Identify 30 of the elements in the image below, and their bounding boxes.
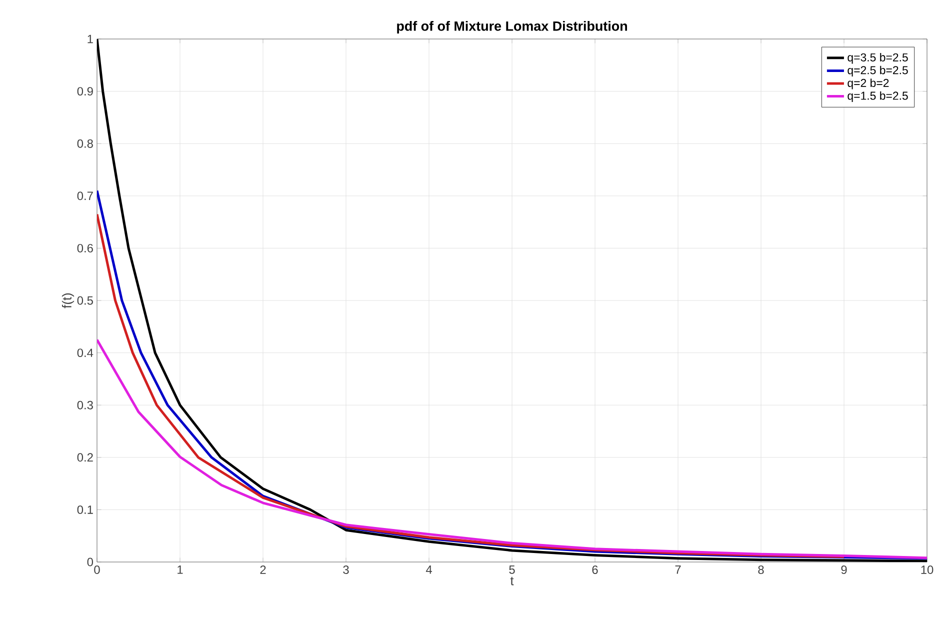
x-tick-label: 2	[260, 566, 266, 574]
x-tick-label: 7	[675, 566, 681, 574]
legend-label: q=2.5 b=2.5	[848, 66, 908, 76]
x-tick-label: 6	[592, 566, 598, 574]
x-tick-label: 10	[921, 566, 934, 574]
legend-label: q=3.5 b=2.5	[848, 53, 908, 64]
y-tick-label: 0.4	[77, 348, 94, 358]
y-tick-label: 0.5	[77, 296, 93, 305]
x-axis-title: t	[510, 576, 514, 586]
line-series	[97, 38, 928, 562]
y-tick-label: 0.7	[77, 192, 93, 200]
y-tick-label: 0.9	[77, 87, 93, 96]
x-tick-label: 0	[94, 566, 100, 574]
x-tick-label: 5	[509, 566, 515, 574]
x-tick-label: 3	[343, 566, 349, 574]
legend-label: q=2 b=2	[848, 78, 889, 90]
y-tick-label: 0	[87, 558, 94, 566]
x-tick-label: 4	[426, 566, 432, 574]
y-tick-label: 0.3	[77, 400, 93, 410]
chart-title: pdf of of Mixture Lomax Distribution	[397, 20, 627, 34]
x-tick-label: 1	[178, 566, 183, 574]
y-tick-label: 0.1	[77, 505, 93, 514]
y-tick-label: 0.2	[77, 453, 93, 462]
y-axis-title: f(t)	[62, 293, 74, 308]
y-tick-label: 0.6	[77, 244, 93, 252]
y-tick-label: 0.8	[77, 139, 93, 148]
x-tick-label: 9	[841, 566, 847, 574]
x-tick-label: 8	[758, 566, 764, 574]
y-tick-label: 1	[88, 34, 93, 44]
legend-label: q=1.5 b=2.5	[848, 91, 908, 102]
